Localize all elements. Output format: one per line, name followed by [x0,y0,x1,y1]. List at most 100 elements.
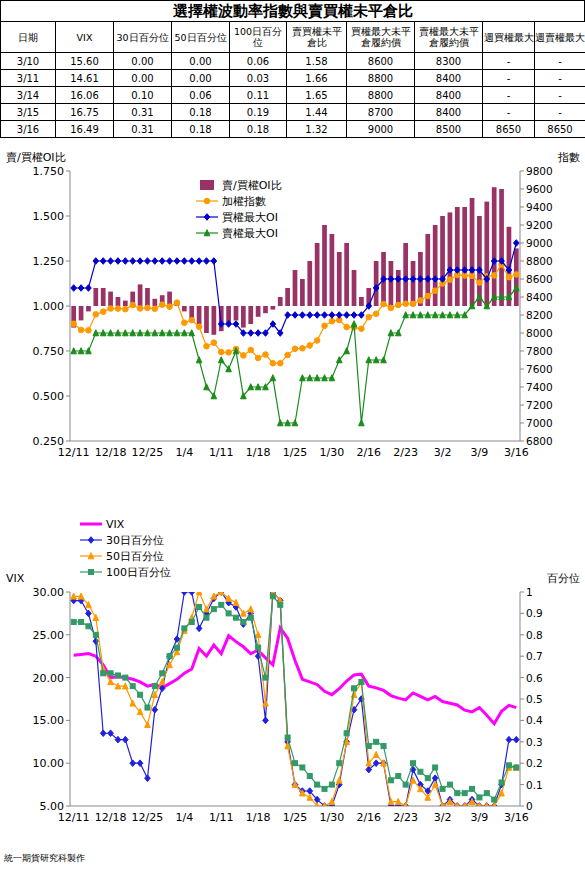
marker [477,795,482,800]
marker [270,360,276,366]
y2-tick-label: 7400 [526,381,553,393]
bar [86,306,91,311]
plot-area [71,592,519,806]
bar [448,212,453,306]
header-cell: 日期 [1,22,56,53]
marker [447,798,453,804]
marker [329,798,335,804]
bar [116,297,121,306]
marker [477,267,483,274]
marker [344,324,350,330]
marker [285,420,291,426]
bar [108,292,113,306]
header-cell: 買權最大未平倉履約價 [347,22,415,53]
x-tick-label: 3/9 [471,446,489,459]
marker [204,343,210,349]
bar [182,306,187,311]
marker [233,321,239,328]
marker [337,761,342,766]
y-tick [66,592,70,593]
marker [71,321,77,327]
marker [373,357,379,363]
marker [462,267,468,274]
marker [226,595,232,601]
marker [403,782,408,787]
marker [263,675,268,680]
marker [86,328,92,334]
marker [454,312,460,318]
y-tick-label: 1.500 [33,210,65,223]
marker [189,619,194,624]
line [74,592,517,806]
table-cell: 1.66 [287,70,347,87]
bar [123,301,128,306]
marker [462,803,468,806]
x-tick-label: 12/25 [132,811,164,824]
marker [514,285,520,291]
marker [159,679,165,685]
marker [425,312,431,318]
marker [130,700,136,706]
marker [204,258,210,265]
marker [292,781,298,788]
y2-tick-label: 0.1 [526,779,543,791]
table-cell: 0.31 [114,121,172,138]
marker [403,276,409,283]
marker [292,420,298,426]
marker [293,761,298,766]
y-tick-label: 0.500 [33,390,65,403]
marker [277,330,283,337]
marker [123,675,128,680]
marker [197,604,202,609]
marker [123,306,129,312]
marker [86,610,92,617]
y2-tick-label: 8200 [526,309,553,321]
marker [425,794,431,800]
y-tick-label: 30.00 [33,586,65,599]
table-cell: - [483,104,535,121]
marker [366,766,372,773]
marker [336,312,342,319]
marker [138,692,143,697]
x-tick-label: 2/16 [356,446,381,459]
marker [137,330,143,336]
marker [196,592,202,595]
marker [248,347,254,353]
bar [418,252,423,306]
marker [130,684,135,689]
marker [152,684,157,689]
marker [314,803,320,806]
marker [447,312,453,318]
marker [315,782,320,787]
marker [204,384,210,390]
marker [374,739,379,744]
x-tick-label: 2/16 [356,811,381,824]
marker [145,330,151,336]
marker [167,304,173,310]
y-tick-label: 25.00 [33,629,65,642]
y2-tick [520,261,524,262]
bar [307,261,312,306]
marker [381,301,387,307]
table-cell: 8650 [483,121,535,138]
table-cell: - [483,87,535,104]
bar [189,306,194,319]
marker [263,352,269,358]
marker [388,330,394,336]
line-series [74,628,517,724]
marker [182,258,188,265]
marker [484,791,489,796]
marker [366,314,372,320]
header-cell: 週買權最大 [483,22,535,53]
marker [182,320,188,326]
marker [182,626,187,631]
marker [255,330,261,337]
marker [71,348,77,354]
table-cell: 0.10 [114,87,172,104]
table-cell: 1.65 [287,87,347,104]
marker [366,760,372,766]
marker [204,606,210,612]
marker [182,592,188,595]
marker [93,632,98,637]
legend-marker [88,537,94,544]
